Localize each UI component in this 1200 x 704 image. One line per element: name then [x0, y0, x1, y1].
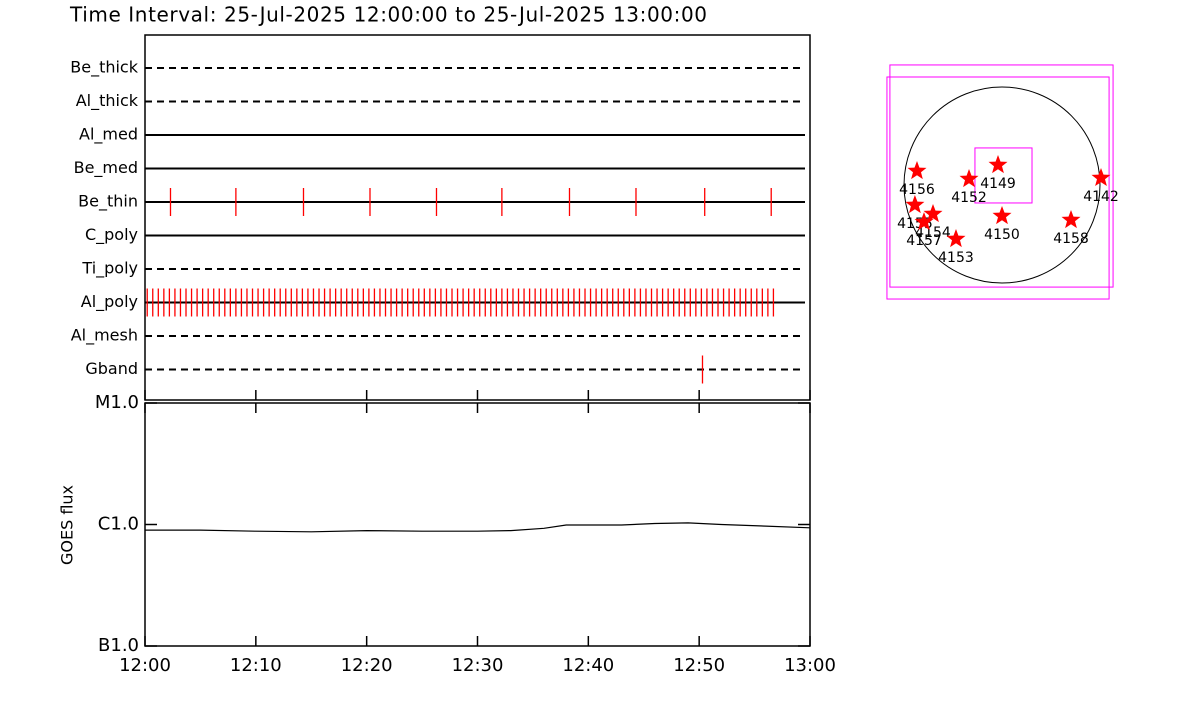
x-tick-label: 13:00 [784, 655, 836, 676]
y-tick-label: B1.0 [98, 635, 139, 656]
filter-label: Al_mesh [71, 326, 138, 346]
filter-label: Be_med [74, 158, 138, 178]
filter-label: Be_thin [78, 192, 138, 212]
filter-label: Al_thick [76, 91, 139, 111]
active-region [914, 212, 934, 231]
region-label: 4153 [938, 250, 974, 266]
y-tick-label: M1.0 [95, 392, 139, 413]
active-region [1091, 168, 1111, 186]
solar-disk [903, 86, 1101, 284]
goes-curve [145, 522, 811, 533]
region-label: 4142 [1083, 189, 1119, 205]
active-region [907, 161, 927, 180]
region-label: 4149 [980, 176, 1016, 192]
filter-label: Al_med [79, 125, 138, 145]
filter-label: Gband [85, 359, 138, 378]
active-region [992, 206, 1012, 225]
x-tick-label: 12:40 [562, 655, 614, 676]
x-tick-label: 12:00 [119, 655, 171, 676]
fov-box [889, 64, 1114, 288]
x-tick-label: 12:10 [230, 655, 282, 676]
active-region [946, 229, 966, 248]
x-tick-label: 12:50 [673, 655, 725, 676]
active-region [1061, 210, 1081, 229]
x-tick-label: 12:30 [452, 655, 504, 676]
active-region [905, 195, 925, 214]
region-label: 4156 [899, 182, 935, 198]
y-axis-label: GOES flux [58, 485, 77, 565]
panel-frame [144, 34, 811, 401]
filter-label: Be_thick [70, 58, 138, 78]
region-label: 4150 [984, 227, 1020, 243]
active-region [923, 204, 943, 223]
region-label: 4152 [951, 190, 987, 206]
filter-label: C_poly [85, 225, 138, 245]
filter-label: Al_poly [81, 292, 138, 312]
title: Time Interval: 25-Jul-2025 12:00:00 to 2… [69, 3, 708, 27]
active-region [988, 155, 1008, 174]
x-tick-label: 12:20 [341, 655, 393, 676]
active-region [959, 169, 979, 188]
fov-box [974, 147, 1033, 204]
fov-box [886, 76, 1110, 300]
filter-label: Ti_poly [81, 259, 138, 279]
region-label: 4154 [915, 225, 951, 241]
y-tick-label: C1.0 [98, 514, 139, 535]
region-label: 4157 [906, 233, 942, 249]
region-label: 4158 [1053, 231, 1089, 247]
